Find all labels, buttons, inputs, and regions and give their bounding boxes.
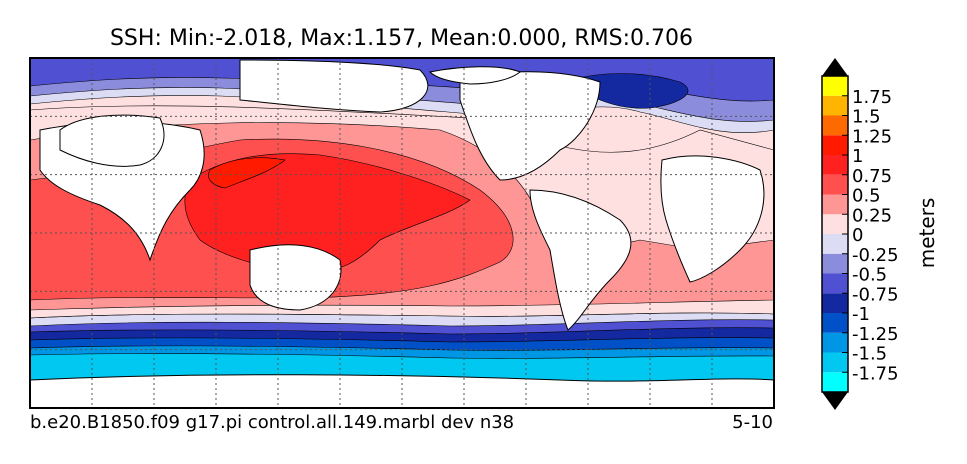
colorbar-swatch [822,95,848,116]
colorbar-tick-label: -1.75 [852,363,899,384]
colorbar-tick-label: 1 [852,146,863,167]
map-frame [29,57,775,409]
colorbar-swatch [822,253,848,274]
colorbar-swatch [822,174,848,195]
colorbar-tick-label: -1.5 [852,344,887,365]
colorbar-tick-label: -0.5 [852,265,887,286]
colorbar-tick-label: -0.25 [852,245,899,266]
colorbar-swatch [822,234,848,254]
colorbar-swatch [822,76,848,96]
colorbar-swatch [822,214,848,234]
land-greenland [428,66,521,85]
colorbar-tick-label: 0.5 [852,186,881,207]
colorbar-swatch [822,155,848,175]
map-area [30,58,774,408]
colorbar-swatch [822,372,848,392]
colorbar-tick-label: 0.75 [852,166,892,187]
land-eurasia [59,114,165,167]
colorbar-tick-label: 0 [852,225,863,246]
colorbar-tick-label: 1.25 [852,126,892,147]
colorbar-swatch [822,352,848,373]
colorbar-tick-label: 1.75 [852,87,892,108]
colorbar-swatch [822,293,848,313]
colorbar-tick-label: 0.25 [852,205,892,226]
colorbar-extend-under [822,392,848,410]
colorbar-tick-label: -0.75 [852,284,899,305]
chart-title: SSH: Min:-2.018, Max:1.157, Mean:0.000, … [109,26,694,51]
region-positive-0-75 [184,153,471,273]
run-name-caption: b.e20.B1850.f09 g17.pi control.all.149.m… [30,412,515,433]
colorbar-swatch [822,115,848,136]
colorbar-swatch [822,135,848,155]
graticule [30,58,774,408]
colorbar-tick-label: -1.25 [852,324,899,345]
colorbar: -1.75-1.5-1.25-1-0.75-0.5-0.2500.250.50.… [821,58,899,410]
land-siberia [239,59,429,113]
land-australia [249,244,342,311]
colorbar-swatch [822,313,848,333]
colorbar-tick-label: 1.5 [852,107,881,128]
colorbar-extend-over [822,58,848,76]
colorbar-label: meters [915,198,939,269]
colorbar-tick-label: -1 [852,304,870,325]
years-caption: 5-10 [732,412,773,433]
land-south-america [529,189,632,331]
land-north-america [459,71,601,181]
colorbar-swatch [822,273,848,294]
colorbar-swatch [822,332,848,353]
colorbar-swatch [822,194,848,215]
region-positive-1-0 [208,157,286,189]
